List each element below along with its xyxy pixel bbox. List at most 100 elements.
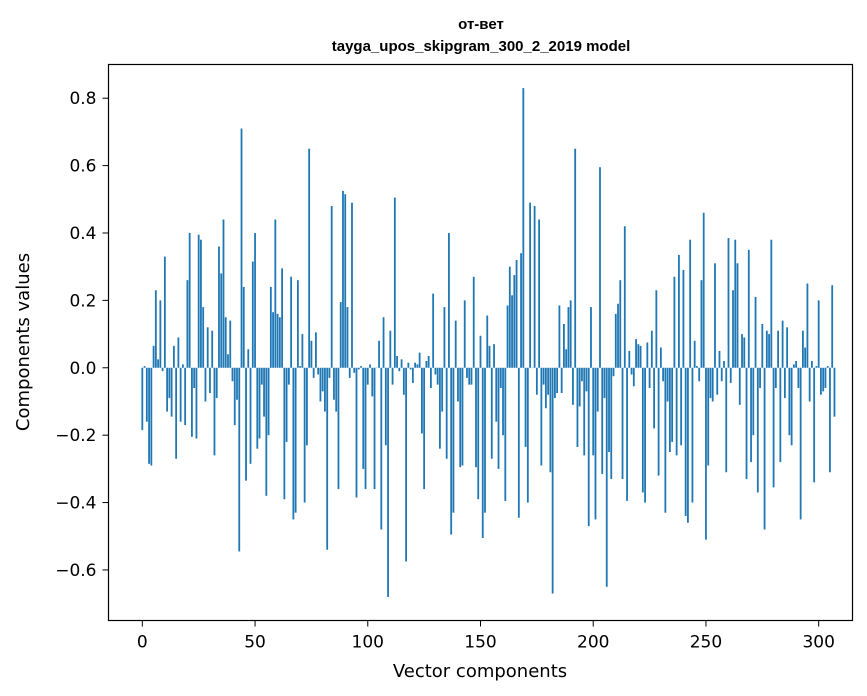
bar-128 [430, 367, 432, 388]
bar-102 [371, 367, 374, 397]
bar-259 [725, 367, 728, 473]
bar-299 [815, 366, 818, 368]
bar-21 [188, 232, 191, 368]
bar-149 [477, 367, 480, 500]
bar-300 [817, 300, 820, 368]
bar-195 [581, 367, 583, 382]
bar-221 [639, 345, 642, 368]
bar-2 [145, 367, 148, 422]
bar-78 [317, 367, 320, 375]
bar-89 [342, 190, 344, 368]
bar-232 [664, 367, 667, 513]
bar-219 [635, 339, 637, 368]
bar-46 [245, 367, 247, 481]
bar-77 [315, 332, 317, 368]
bar-305 [829, 367, 831, 473]
bar-23 [193, 367, 196, 388]
bar-247 [698, 367, 701, 382]
bar-40 [231, 367, 234, 382]
bar-41 [233, 367, 236, 426]
bar-245 [693, 340, 696, 368]
bar-185 [558, 305, 561, 368]
bar-34 [218, 246, 220, 368]
bar-205 [603, 367, 606, 399]
bar-65 [287, 367, 290, 385]
bar-125 [423, 367, 426, 490]
bar-177 [540, 367, 543, 466]
bar-303 [824, 367, 827, 388]
bar-156 [493, 344, 495, 368]
chart-title-line2: tayga_upos_skipgram_300_2_2019 model [332, 38, 631, 55]
bar-258 [723, 361, 725, 368]
bar-302 [822, 367, 825, 392]
bar-62 [281, 268, 283, 368]
bar-120 [411, 367, 414, 383]
bar-129 [432, 293, 435, 368]
bar-235 [671, 367, 674, 442]
bar-200 [592, 367, 595, 456]
bar-124 [420, 367, 423, 434]
bar-94 [353, 367, 356, 373]
bar-59 [274, 219, 277, 368]
bar-260 [727, 238, 730, 368]
bar-208 [610, 367, 613, 479]
bar-107 [382, 317, 385, 368]
bar-28 [204, 367, 207, 402]
bar-54 [263, 367, 265, 417]
bar-134 [443, 307, 446, 368]
bar-184 [556, 367, 559, 394]
bar-207 [608, 367, 610, 453]
bar-135 [445, 367, 448, 459]
bar-131 [436, 367, 439, 385]
bar-92 [348, 367, 351, 378]
bar-273 [756, 367, 759, 493]
bar-57 [269, 286, 272, 368]
bar-42 [236, 367, 238, 400]
bar-274 [759, 367, 761, 388]
bar-251 [707, 367, 710, 466]
bar-3 [148, 367, 150, 464]
bar-48 [249, 367, 252, 464]
bar-244 [691, 367, 694, 503]
bar-139 [454, 320, 457, 368]
bar-159 [499, 367, 502, 388]
bar-72 [303, 367, 306, 503]
bar-206 [605, 367, 608, 587]
bar-198 [587, 367, 590, 527]
bar-189 [567, 307, 570, 368]
bar-239 [680, 367, 683, 446]
bar-188 [565, 349, 568, 368]
bar-201 [594, 367, 597, 520]
bar-270 [750, 367, 752, 463]
bar-10 [163, 256, 166, 368]
bar-88 [339, 302, 342, 368]
bar-7 [157, 359, 159, 368]
bar-98 [362, 367, 365, 469]
bar-284 [781, 320, 784, 368]
bar-144 [466, 367, 468, 378]
bar-76 [312, 367, 315, 378]
bar-161 [504, 367, 507, 501]
bar-79 [319, 367, 322, 402]
bar-265 [738, 367, 741, 405]
bar-130 [434, 367, 437, 375]
bar-105 [378, 340, 380, 368]
bar-154 [488, 345, 491, 368]
bar-90 [344, 194, 347, 368]
bar-51 [256, 367, 259, 449]
bar-85 [333, 367, 335, 400]
bar-96 [357, 367, 360, 370]
bar-50 [254, 232, 256, 368]
bar-255 [716, 367, 719, 395]
bar-224 [646, 342, 649, 368]
bar-33 [215, 367, 218, 399]
bar-142 [461, 367, 464, 466]
bar-112 [393, 197, 396, 368]
bar-64 [285, 367, 288, 442]
bar-170 [524, 367, 527, 447]
bar-26 [200, 239, 202, 368]
bar-119 [409, 367, 412, 370]
bar-37 [224, 317, 227, 368]
bar-44 [240, 128, 243, 368]
plot-frame [107, 63, 854, 622]
